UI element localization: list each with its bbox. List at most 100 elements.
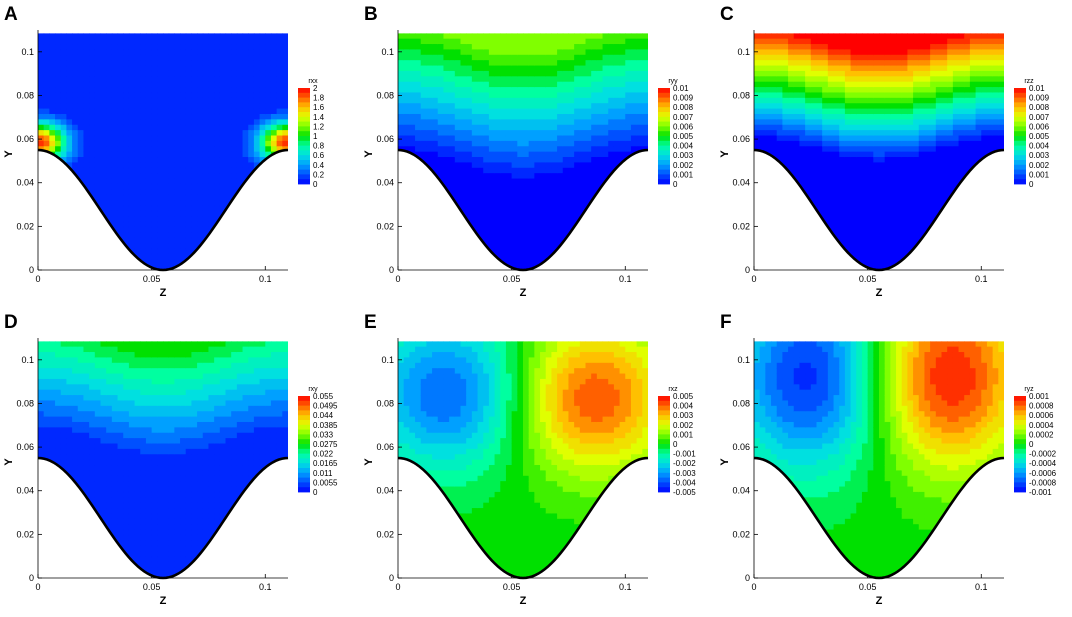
colorbar-band	[658, 116, 670, 122]
field-cell	[253, 108, 261, 115]
field-cell	[602, 33, 609, 40]
field-cell	[236, 162, 244, 169]
field-cell	[833, 140, 840, 147]
field-cell	[437, 248, 445, 255]
field-cell	[805, 81, 812, 88]
field-cell	[488, 119, 496, 126]
field-cell	[591, 76, 598, 83]
field-cell	[123, 124, 130, 131]
field-cell	[208, 167, 215, 174]
field-cell	[77, 232, 85, 239]
field-cell	[844, 178, 852, 185]
field-cell	[140, 221, 147, 228]
field-cell	[505, 216, 513, 223]
field-cell	[180, 108, 187, 115]
field-cell	[500, 124, 507, 131]
field-cell	[579, 81, 587, 88]
field-cell	[562, 33, 570, 40]
field-cell	[844, 113, 852, 120]
field-cell	[562, 65, 570, 72]
field-cell	[528, 232, 535, 239]
field-cell	[782, 103, 789, 110]
field-cell	[117, 216, 124, 223]
field-cell	[873, 183, 880, 190]
field-cell	[236, 44, 244, 51]
field-cell	[163, 49, 170, 56]
field-cell	[409, 140, 416, 147]
field-cell	[111, 65, 119, 72]
field-cell	[77, 248, 85, 255]
field-cell	[38, 97, 45, 104]
field-cell	[642, 183, 648, 190]
field-cell	[528, 119, 535, 126]
field-cell	[77, 76, 85, 83]
field-cell	[236, 167, 244, 174]
field-cell	[636, 33, 643, 40]
colorbar-band	[658, 107, 670, 113]
field-cell	[839, 92, 846, 99]
field-cell	[94, 232, 102, 239]
field-cell	[259, 60, 266, 67]
field-cell	[145, 113, 153, 120]
field-cell	[517, 226, 524, 233]
field-cell	[833, 33, 840, 40]
field-cell	[805, 113, 812, 120]
field-cell	[596, 60, 604, 67]
field-cell	[185, 92, 193, 99]
field-cell	[151, 60, 158, 67]
field-cell	[505, 232, 513, 239]
field-cell	[426, 243, 433, 250]
field-cell	[55, 221, 62, 228]
field-cell	[505, 151, 513, 158]
field-cell	[157, 194, 164, 201]
field-cell	[403, 216, 410, 223]
field-cell	[805, 221, 812, 228]
field-cell	[771, 130, 778, 137]
field-cell	[579, 162, 587, 169]
field-cell	[861, 76, 869, 83]
field-cell	[409, 194, 416, 201]
field-cell	[94, 54, 102, 61]
field-cell	[168, 38, 175, 45]
field-cell	[856, 119, 863, 126]
field-cell	[477, 205, 484, 212]
field-cell	[608, 113, 615, 120]
field-cell	[568, 60, 575, 67]
field-cell	[596, 178, 604, 185]
field-cell	[123, 108, 130, 115]
field-cell	[398, 237, 405, 244]
field-cell	[867, 248, 874, 255]
field-cell	[500, 232, 507, 239]
field-cell	[596, 65, 604, 72]
field-cell	[613, 189, 621, 196]
field-cell	[265, 210, 272, 217]
field-cell	[759, 76, 766, 83]
field-cell	[477, 124, 484, 131]
field-cell	[579, 253, 587, 260]
field-cell	[259, 113, 266, 120]
field-cell	[426, 44, 433, 51]
field-cell	[759, 54, 766, 61]
field-cell	[591, 140, 598, 147]
field-cell	[265, 162, 272, 169]
field-cell	[437, 65, 445, 72]
field-cell	[613, 65, 621, 72]
field-cell	[776, 97, 784, 104]
field-cell	[449, 97, 456, 104]
field-cell	[437, 49, 445, 56]
field-cell	[248, 87, 255, 94]
field-cell	[123, 38, 130, 45]
field-cell	[43, 60, 50, 67]
field-cell	[879, 38, 886, 45]
field-cell	[426, 173, 433, 180]
field-cell	[236, 113, 244, 120]
field-cell	[185, 54, 193, 61]
field-cell	[805, 253, 812, 260]
field-cell	[540, 54, 547, 61]
field-cell	[214, 103, 221, 110]
field-cell	[799, 135, 806, 142]
field-cell	[111, 87, 119, 94]
field-cell	[884, 65, 891, 72]
field-cell	[613, 119, 621, 126]
field-cell	[619, 140, 626, 147]
